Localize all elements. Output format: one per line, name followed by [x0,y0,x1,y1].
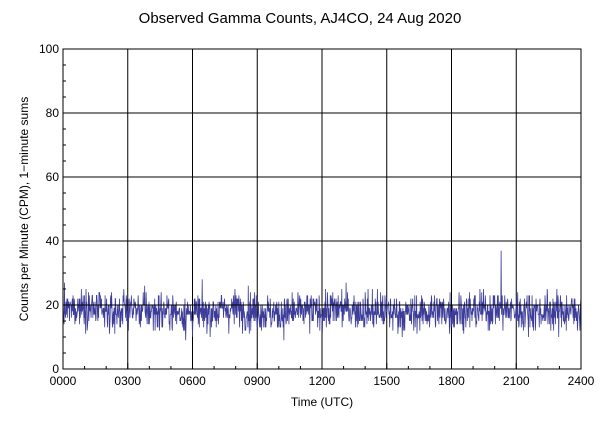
x-axis-label: Time (UTC) [291,395,353,409]
y-tick-label: 80 [46,106,60,120]
x-tick-label: 1200 [309,374,336,388]
y-tick-label: 0 [52,362,59,376]
axis-ticks: 0000 0300 0600 0900 1200 1500 1800 2100 2400 0 20 4… [39,42,595,388]
series-gamma-counts [62,250,582,341]
x-tick-label: 0900 [244,374,271,388]
y-axis-label: Counts per Minute (CPM), 1−minute sums [17,97,31,321]
x-tick-label: 2400 [568,374,595,388]
x-tick-label: 0300 [114,374,141,388]
x-tick-label: 0000 [50,374,77,388]
series-line [62,250,582,341]
x-tick-label: 1500 [373,374,400,388]
y-tick-label: 40 [46,234,60,248]
y-tick-label: 100 [39,42,59,56]
x-tick-label: 1800 [438,374,465,388]
chart-title: Observed Gamma Counts, AJ4CO, 24 Aug 202… [138,10,462,27]
x-tick-label: 2100 [503,374,530,388]
x-tick-label: 0600 [179,374,206,388]
y-tick-label: 20 [46,298,60,312]
y-tick-label: 60 [46,170,60,184]
